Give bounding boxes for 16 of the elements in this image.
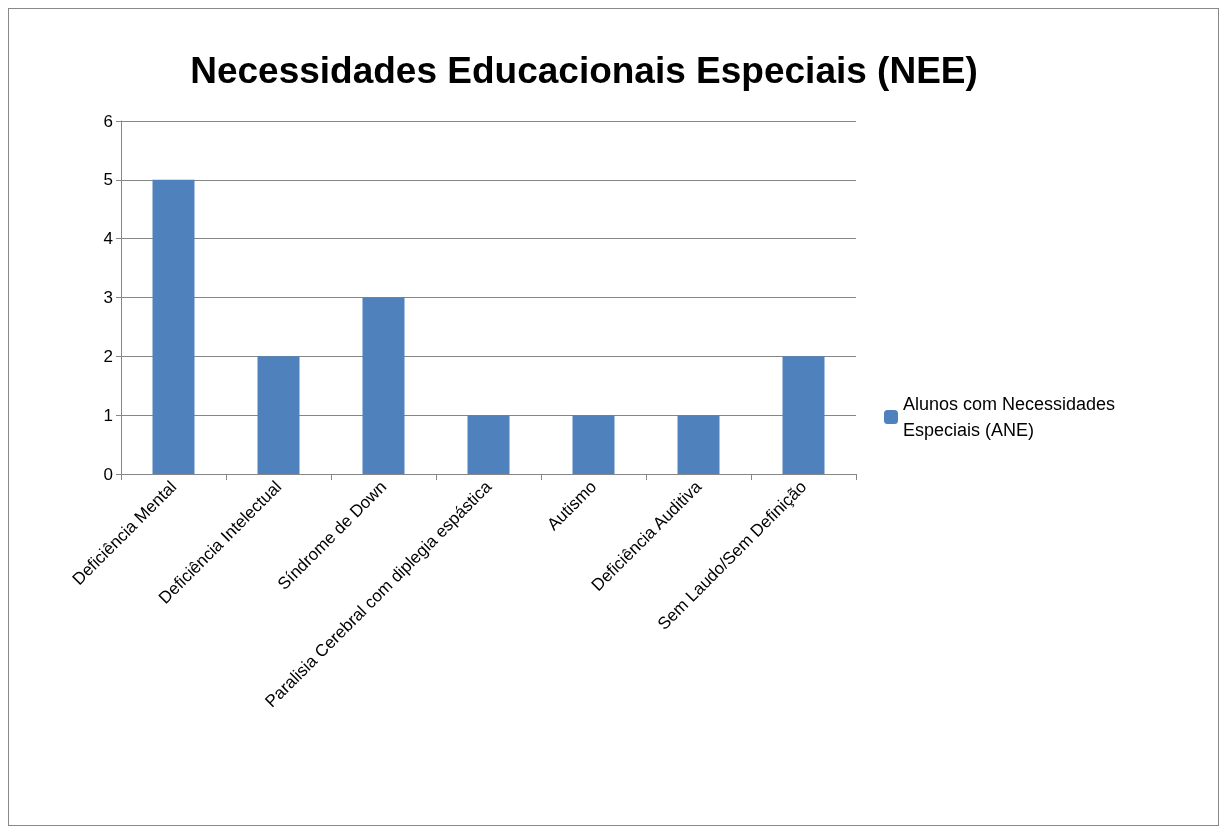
bar (572, 415, 615, 474)
bar (152, 179, 195, 474)
legend-label: Alunos com Necessidades Especiais (ANE) (903, 394, 1121, 440)
y-tick-label: 5 (103, 170, 113, 190)
y-tick-label: 1 (103, 405, 113, 425)
bar (782, 356, 825, 474)
y-tick-label: 6 (103, 111, 113, 131)
bar (467, 415, 510, 474)
chart-title: Necessidades Educacionais Especiais (NEE) (190, 50, 978, 91)
y-tick-label: 2 (103, 346, 113, 366)
y-tick-label: 3 (103, 288, 113, 307)
bar (362, 297, 405, 474)
bar (677, 415, 720, 474)
y-tick-label: 0 (103, 464, 113, 484)
y-tick-label: 4 (103, 229, 113, 249)
bar (257, 356, 300, 474)
